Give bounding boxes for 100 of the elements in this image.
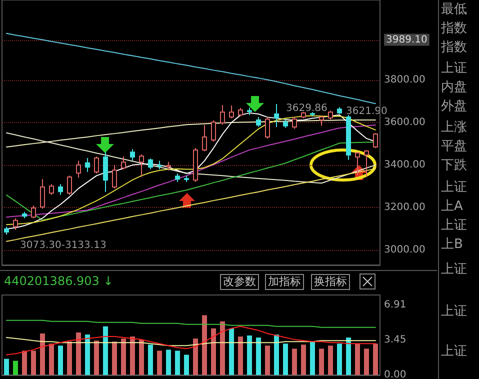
bar [31,350,36,375]
y-tick-label: 6.91 [384,300,406,311]
line-series [6,32,376,104]
candlestick [211,120,216,142]
bar [265,346,270,375]
line-series [6,132,376,184]
bar [184,354,189,375]
candlestick [355,151,360,176]
candlestick [121,156,126,170]
candlestick [94,156,99,174]
y-tick-label: 3400.00 [384,160,426,171]
line-series [6,337,376,346]
y-tick-label: 3000.00 [384,244,426,256]
candlestick [283,118,288,128]
candlestick [76,160,81,178]
bar [94,340,99,375]
candlestick [139,154,144,178]
bar [40,333,45,375]
text: 指数 [441,40,467,55]
text: 上证 [441,304,467,319]
candlestick [112,164,117,189]
annotation: 3073.30-3133.13 [20,240,106,251]
bar [103,326,108,375]
y-tick-label: 0.00 [384,370,406,379]
y-tick-label: 3200.00 [384,202,426,214]
y-tick-label: 3600.00 [384,117,426,128]
text: 指数 [441,21,467,36]
text: 上涨 [441,120,467,135]
bar [49,344,54,375]
candlestick [319,116,324,126]
bar [121,338,126,375]
candlestick [175,173,180,183]
candlestick [157,160,162,170]
line-series [6,119,376,148]
bar [4,358,9,375]
line-series [6,326,376,356]
bar [157,350,162,375]
bar [112,342,117,375]
text: 内盘 [441,80,467,95]
candlestick [274,104,279,128]
candlestick [193,148,198,183]
bar [193,338,198,375]
bar [301,344,306,375]
candlestick [49,184,54,196]
bar [292,348,297,375]
candlestick [31,204,36,219]
bar [256,338,261,375]
bar [274,334,279,375]
text: 上证 [441,180,467,195]
candlestick [67,175,72,196]
bar [166,350,171,375]
bar [346,338,351,375]
bar [220,321,225,375]
text: 加指标 [265,274,304,290]
candlestick [184,175,189,183]
line-series [6,124,376,218]
text: 平盘 [441,139,467,154]
candlestick [373,132,378,149]
candlestick [346,114,351,160]
candlestick [85,158,90,173]
candlestick [247,107,252,116]
candlestick [364,150,369,178]
bar [247,336,252,375]
candlestick [13,218,18,230]
text: 外盘 [441,99,467,114]
bar [364,348,369,375]
candlestick [292,116,297,130]
candlestick [130,148,135,162]
bar [355,344,360,375]
bar [76,332,81,375]
candlestick [40,178,45,210]
candlestick [202,124,207,152]
text: 换指标 [311,274,350,290]
candlestick [22,211,27,219]
candlestick [148,158,153,170]
bar [229,328,234,375]
candlestick [4,226,9,236]
bar [283,344,288,375]
bar [328,346,333,375]
bar [67,342,72,375]
text: 最低 [441,2,467,17]
bar [319,348,324,375]
candlestick [229,104,234,119]
bar [238,336,243,375]
text: 下跌 [441,158,467,173]
bar [211,328,216,375]
bar [139,340,144,375]
candlestick [58,184,63,196]
candlestick [337,106,342,114]
y-tick-label: 3989.10 [386,34,428,46]
y-tick-label: 3.45 [384,334,406,346]
candlestick [256,116,261,128]
candlestick [220,104,225,126]
bar [130,336,135,375]
candlestick [166,161,171,171]
text: 上证 [441,262,467,277]
annotation: 3629.86 [286,103,328,114]
line-series [6,142,376,221]
bar [22,350,27,375]
text: 上证 [441,61,467,76]
